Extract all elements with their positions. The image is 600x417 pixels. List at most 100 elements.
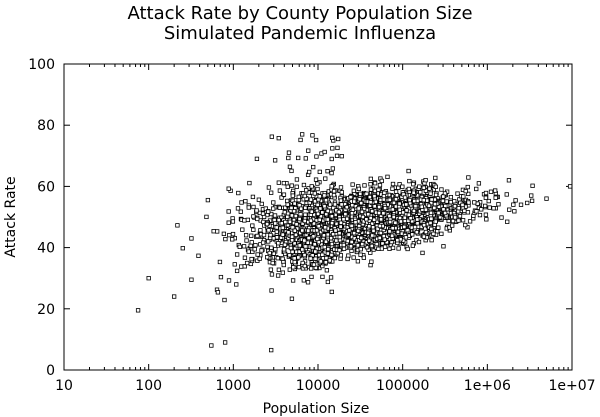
scatter-point (269, 134, 274, 139)
scatter-point (486, 198, 491, 204)
scatter-point (323, 198, 329, 203)
scatter-point (237, 244, 242, 249)
scatter-point (339, 154, 344, 159)
scatter-point (313, 256, 318, 261)
scatter-point (466, 200, 471, 205)
scatter-point (259, 248, 264, 253)
scatter-point (242, 218, 247, 223)
scatter-point (289, 213, 295, 218)
scatter-point (325, 251, 331, 256)
scatter-point (329, 252, 334, 258)
scatter-point (324, 268, 330, 273)
scatter-point (175, 223, 180, 228)
y-axis-label: Attack Rate (3, 176, 19, 257)
scatter-point (317, 217, 322, 222)
scatter-point (215, 290, 221, 295)
scatter-point (415, 221, 420, 226)
scatter-point (240, 227, 245, 232)
scatter-point (266, 185, 272, 190)
scatter-point (432, 205, 437, 211)
scatter-point (222, 297, 227, 303)
scatter-point (567, 184, 573, 189)
scatter-point (272, 158, 278, 163)
scatter-point (266, 209, 271, 214)
scatter-point (211, 229, 216, 234)
scatter-point (355, 259, 361, 264)
scatter-point (243, 199, 248, 204)
scatter-point (304, 188, 309, 193)
scatter-point (325, 279, 331, 285)
scatter-point (258, 228, 263, 233)
scatter-point (221, 231, 227, 236)
scatter-point (292, 228, 297, 233)
scatter-point (230, 237, 235, 242)
scatter-point (334, 153, 340, 158)
scatter-point (301, 182, 307, 188)
scatter-point (452, 204, 458, 209)
scatter-point (316, 224, 321, 229)
scatter-point (314, 154, 319, 159)
scatter-point (370, 233, 375, 238)
scatter-point (493, 195, 498, 200)
scatter-point (358, 191, 363, 196)
scatter-point (317, 194, 322, 199)
scatter-point (406, 168, 411, 174)
scatter-point (364, 191, 369, 196)
scatter-point (296, 155, 301, 161)
scatter-point (329, 241, 335, 247)
scatter-point (272, 217, 277, 223)
scatter-point (441, 207, 446, 212)
scatter-point (292, 256, 297, 261)
scatter-point (275, 256, 280, 261)
scatter-point (267, 250, 272, 256)
scatter-point (463, 188, 468, 194)
scatter-point (462, 208, 467, 214)
scatter-point (308, 256, 313, 261)
scatter-point (287, 267, 292, 272)
scatter-point (306, 235, 311, 241)
y-axis-ticks: 0 20 40 60 80 100 (28, 57, 572, 379)
scatter-point (408, 216, 413, 221)
scatter-point (369, 243, 374, 249)
scatter-point (313, 137, 319, 143)
scatter-point (329, 214, 335, 219)
scatter-point (396, 246, 401, 251)
scatter-point (328, 275, 334, 280)
scatter-point (355, 243, 361, 248)
scatter-point (421, 234, 427, 239)
scatter-point (382, 237, 387, 242)
scatter-point (280, 232, 285, 237)
scatter-point (382, 205, 388, 211)
scatter-point (381, 197, 386, 202)
scatter-point (311, 262, 317, 267)
scatter-point (286, 150, 292, 155)
scatter-point (350, 182, 355, 187)
scatter-point (311, 164, 316, 170)
scatter-point (281, 262, 286, 268)
scatter-point (465, 225, 470, 230)
scatter-point (305, 240, 310, 245)
scatter-point (290, 225, 295, 230)
scatter-point (518, 202, 524, 207)
scatter-point (439, 187, 444, 192)
scatter-point (337, 231, 342, 236)
scatter-point (276, 217, 281, 223)
scatter-point (269, 245, 274, 250)
scatter-point (364, 245, 370, 250)
scatter-point (353, 220, 358, 225)
scatter-point (351, 188, 356, 193)
scatter-point (404, 208, 409, 213)
scatter-point (320, 274, 325, 280)
scatter-point (323, 260, 329, 265)
scatter-point (457, 214, 463, 219)
scatter-point (423, 229, 429, 235)
scatter-point (265, 244, 270, 250)
scatter-point (412, 198, 417, 204)
scatter-point (323, 176, 328, 181)
scatter-point (329, 184, 334, 189)
scatter-point (393, 197, 399, 202)
scatter-point (324, 255, 329, 261)
scatter-point (301, 278, 307, 283)
scatter-point (529, 198, 535, 203)
scatter-point (484, 217, 489, 222)
